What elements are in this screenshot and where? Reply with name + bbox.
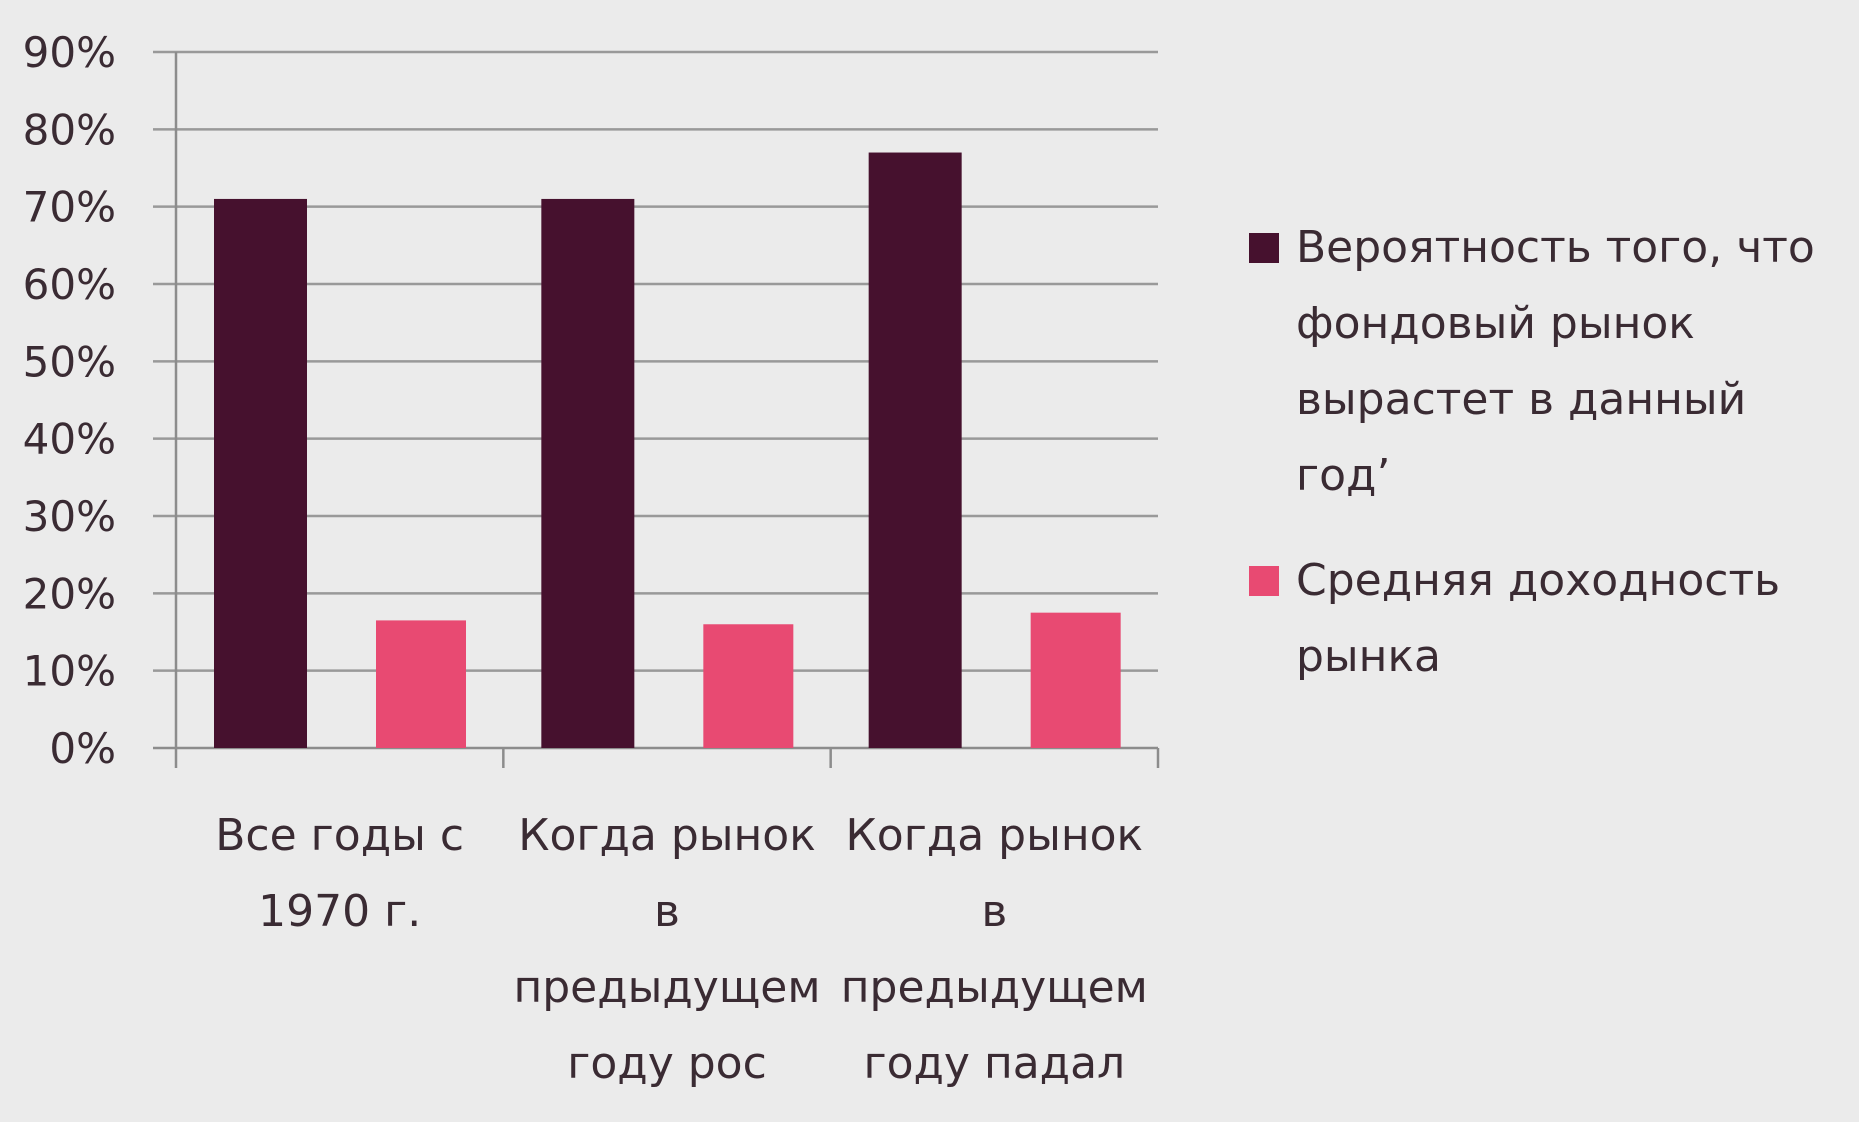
bar-probability bbox=[541, 198, 635, 748]
x-category-labels: Все годы с 1970 г. Когда рынок в предыдущем г… bbox=[215, 810, 1148, 1089]
gridlines bbox=[153, 50, 1158, 750]
y-tick-label: 10% bbox=[23, 647, 116, 696]
axes bbox=[174, 52, 1160, 768]
bars bbox=[214, 152, 1121, 749]
x-category-label: 1970 г. bbox=[258, 886, 421, 937]
y-tick-labels: 0% 10% 20% 30% 40% 50% 60% 70% 80% 90% bbox=[23, 28, 116, 773]
bar-avg-return bbox=[1030, 612, 1121, 748]
x-category-label: в bbox=[981, 886, 1007, 937]
y-tick-label: 0% bbox=[49, 724, 116, 773]
legend-swatch bbox=[1249, 566, 1279, 596]
legend-label: фондовый рынок bbox=[1296, 298, 1695, 349]
legend-label: Вероятность того, что bbox=[1296, 222, 1815, 273]
y-tick-label: 20% bbox=[23, 569, 116, 618]
y-tick-label: 30% bbox=[23, 492, 116, 541]
y-tick-label: 90% bbox=[23, 28, 116, 77]
y-tick-label: 60% bbox=[23, 260, 116, 309]
x-category-label: Когда рынок bbox=[846, 810, 1144, 861]
x-category-label: в bbox=[654, 886, 680, 937]
bar-avg-return bbox=[376, 620, 466, 748]
x-category-label: предыдущем bbox=[513, 962, 820, 1013]
y-tick-label: 70% bbox=[23, 183, 116, 232]
x-category-label: предыдущем bbox=[841, 962, 1148, 1013]
legend: Вероятность того, что фондовый рынок вырас… bbox=[1249, 222, 1815, 682]
legend-swatch bbox=[1249, 233, 1279, 263]
x-category-label: Когда рынок bbox=[518, 810, 816, 861]
y-tick-label: 80% bbox=[23, 105, 116, 154]
bar-avg-return bbox=[703, 624, 794, 748]
x-category-label: году рос bbox=[567, 1038, 767, 1089]
legend-label: вырастет в данный bbox=[1296, 374, 1746, 425]
bar-probability bbox=[868, 152, 962, 749]
legend-label: год’ bbox=[1296, 450, 1390, 501]
legend-label: рынка bbox=[1296, 631, 1441, 682]
legend-label: Средняя доходность bbox=[1296, 555, 1780, 606]
x-category-label: году падал bbox=[863, 1038, 1125, 1089]
y-tick-label: 40% bbox=[23, 415, 116, 464]
x-category-label: Все годы с bbox=[215, 810, 464, 861]
y-tick-label: 50% bbox=[23, 337, 116, 386]
bar-probability bbox=[214, 198, 307, 748]
